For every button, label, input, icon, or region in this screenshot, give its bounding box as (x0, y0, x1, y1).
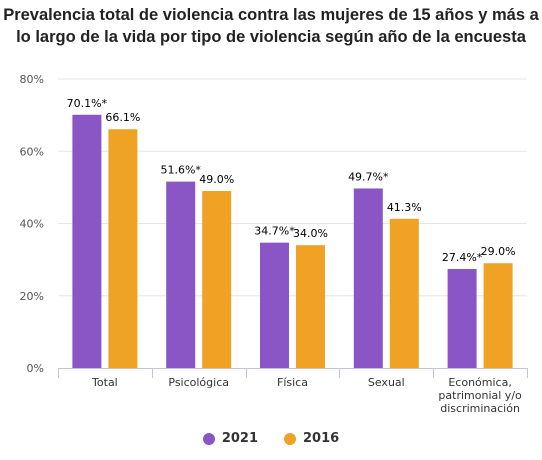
chart-title-line-1: Prevalencia total de violencia contra la… (3, 6, 539, 24)
x-tick-label-3: Sexual (368, 376, 405, 389)
y-tick-label-4: 80% (20, 73, 44, 86)
data-label-2016-4: 29.0% (481, 245, 516, 258)
data-label-2016-0: 66.1% (105, 111, 140, 124)
bar-2021-0[interactable] (72, 114, 102, 368)
x-tick-label-0: Total (91, 376, 118, 389)
data-label-2016-3: 41.3% (387, 201, 422, 214)
x-tick-label-4-line-2: discriminación (440, 402, 520, 415)
x-tick-label-1: Psicológica (168, 376, 229, 389)
x-tick-label-4-line-1: patrimonial y/o (438, 389, 522, 402)
legend-swatch-series-2 (284, 432, 296, 445)
y-tick-label-2: 40% (20, 218, 44, 231)
bar-2021-2[interactable] (260, 242, 289, 368)
legend-label-series-1: 2021 (221, 431, 258, 446)
x-tick-label-2-line-0: Física (277, 376, 308, 389)
legend-swatch-series-1 (202, 432, 215, 445)
bar-2021-3[interactable] (353, 188, 383, 368)
bar-2016-3[interactable] (389, 218, 419, 368)
chart-title-line-2: lo largo de la vida por tipo de violenci… (16, 28, 526, 46)
bar-2016-4[interactable] (483, 263, 513, 368)
chart-legend: 2021 2016 (0, 431, 542, 446)
data-label-2021-4: 27.4%* (442, 251, 483, 264)
data-label-2021-2: 34.7%* (254, 225, 295, 238)
bar-2021-4[interactable] (447, 269, 477, 368)
x-tick-label-1-line-0: Psicológica (168, 376, 229, 389)
bar-2016-1[interactable] (202, 190, 232, 368)
legend-label-series-2: 2016 (303, 431, 340, 446)
legend-item-series-1[interactable]: 2021 (202, 431, 258, 446)
y-tick-label-1: 20% (20, 290, 44, 303)
bar-2016-0[interactable] (108, 129, 138, 368)
x-tick-label-4: Económica, patrimonial y/o discriminación (438, 376, 522, 415)
x-tick-label-3-line-0: Sexual (368, 376, 405, 389)
data-label-2016-2: 34.0% (293, 227, 328, 240)
y-tick-label-3: 60% (20, 145, 44, 158)
data-label-2016-1: 49.0% (199, 173, 234, 186)
legend-item-series-2[interactable]: 2016 (284, 431, 339, 446)
data-label-2021-1: 51.6%* (160, 164, 201, 177)
y-tick-label-0: 0% (27, 362, 44, 375)
x-tick-label-4-line-0: Económica, (448, 376, 512, 389)
data-label-2021-0: 70.1%* (67, 97, 108, 110)
x-tick-label-0-line-0: Total (91, 376, 118, 389)
chart-title: Prevalencia total de violencia contra la… (0, 4, 542, 48)
data-label-2021-3: 49.7%* (348, 170, 389, 183)
bar-2016-2[interactable] (296, 245, 325, 368)
x-tick-label-2: Física (277, 376, 308, 389)
bar-2021-1[interactable] (166, 181, 196, 368)
